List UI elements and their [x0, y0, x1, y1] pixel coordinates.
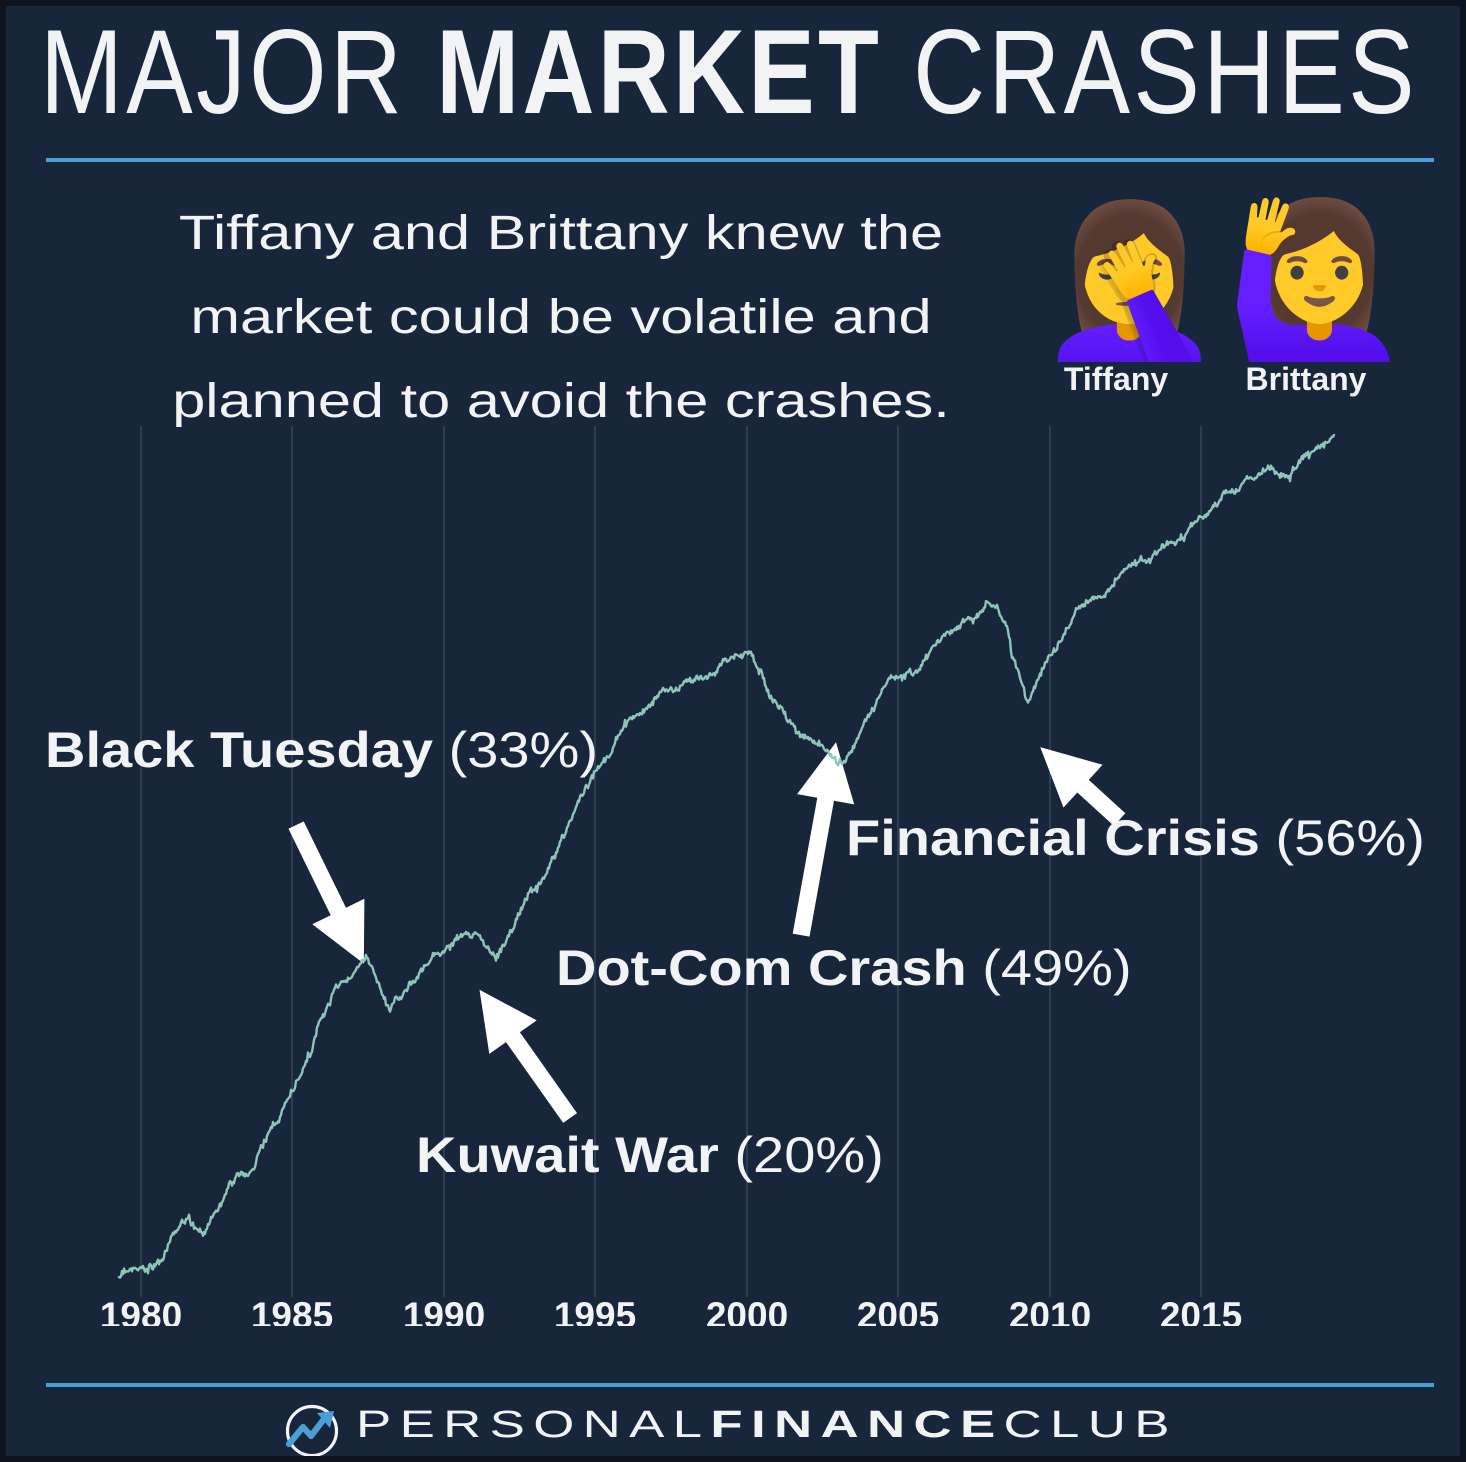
svg-text:1980: 1980	[100, 1295, 182, 1326]
svg-text:1990: 1990	[403, 1295, 485, 1326]
svg-text:2015: 2015	[1160, 1295, 1242, 1326]
svg-text:2005: 2005	[857, 1295, 939, 1326]
svg-text:2010: 2010	[1009, 1295, 1091, 1326]
svg-text:2000: 2000	[706, 1295, 788, 1326]
svg-text:1995: 1995	[554, 1295, 636, 1326]
svg-text:1985: 1985	[251, 1295, 333, 1326]
